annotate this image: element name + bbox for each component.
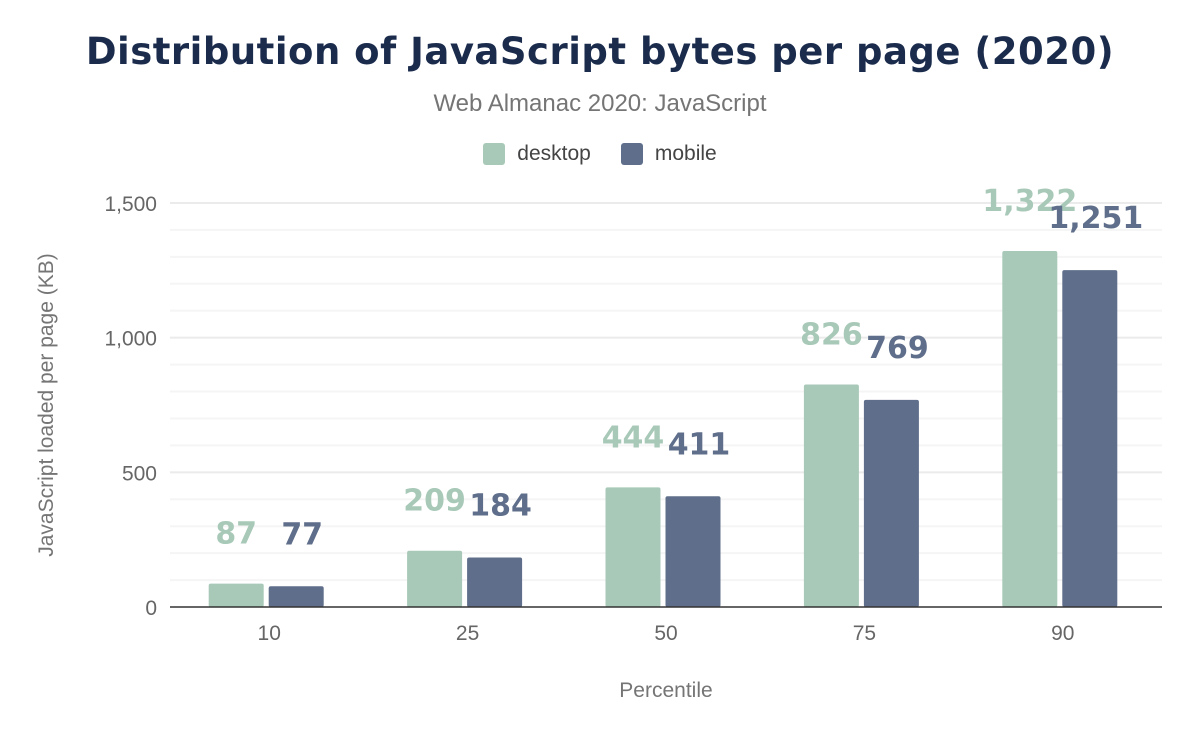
legend-item-mobile[interactable]: mobile — [620, 142, 717, 166]
legend-label-desktop: desktop — [517, 142, 591, 165]
y-tick-label: 1,500 — [104, 193, 157, 216]
bar-mobile — [863, 399, 919, 607]
bar-mobile — [1062, 270, 1118, 607]
x-tick-label: 10 — [258, 622, 281, 645]
legend: desktop mobile — [0, 142, 1200, 166]
bar-desktop — [803, 384, 859, 607]
bar-desktop — [407, 550, 463, 607]
data-label-desktop: 826 — [800, 318, 863, 353]
chart-subtitle: Web Almanac 2020: JavaScript — [433, 90, 767, 117]
bar-mobile — [467, 557, 523, 607]
legend-swatch-mobile — [620, 143, 643, 165]
legend-item-desktop[interactable]: desktop — [483, 142, 591, 166]
data-label-mobile: 411 — [668, 427, 731, 462]
x-tick-label: 75 — [853, 622, 876, 645]
data-label-desktop: 209 — [403, 484, 466, 519]
data-label-mobile: 1,251 — [1048, 201, 1143, 236]
data-label-desktop: 87 — [215, 517, 257, 552]
bar-mobile — [665, 496, 721, 607]
y-tick-label: 1,000 — [104, 328, 157, 351]
y-axis-title: JavaScript loaded per page (KB) — [35, 253, 58, 557]
legend-label-mobile: mobile — [654, 142, 717, 165]
bar-desktop — [605, 487, 661, 607]
y-tick-label: 500 — [122, 462, 157, 485]
chart-title: Distribution of JavaScript bytes per pag… — [85, 30, 1115, 73]
legend-swatch-desktop — [483, 143, 506, 165]
bar-mobile — [268, 586, 324, 607]
data-label-mobile: 77 — [281, 517, 323, 552]
y-tick-label: 0 — [145, 597, 157, 620]
bar-desktop — [208, 583, 264, 607]
bar-desktop — [1002, 250, 1058, 607]
x-tick-label: 90 — [1051, 622, 1074, 645]
data-label-desktop: 444 — [602, 420, 665, 455]
x-axis-title: Percentile — [619, 679, 712, 702]
data-label-desktop: 1,322 — [982, 184, 1077, 219]
data-label-mobile: 769 — [866, 331, 929, 366]
x-tick-label: 25 — [456, 622, 479, 645]
data-label-mobile: 184 — [469, 488, 532, 523]
x-tick-label: 50 — [654, 622, 677, 645]
